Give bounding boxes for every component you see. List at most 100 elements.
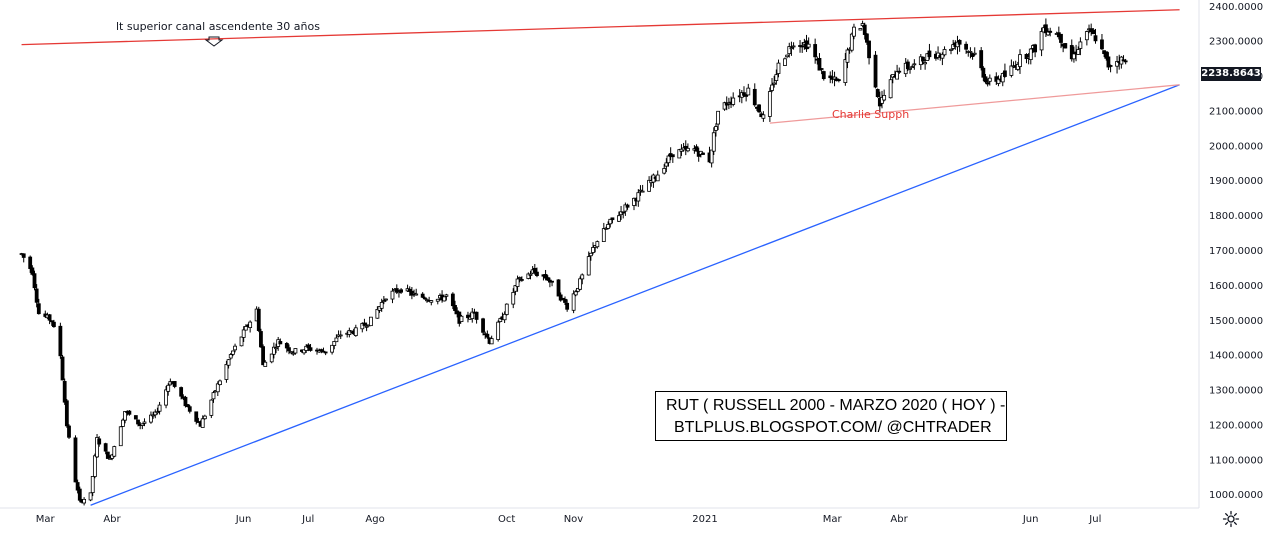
candle-body <box>1039 31 1044 51</box>
candle-body <box>21 253 26 258</box>
candle-body <box>407 288 412 292</box>
candle-body <box>726 102 731 105</box>
trendline-canal-superior[interactable] <box>21 9 1180 46</box>
info-box: RUT ( RUSSELL 2000 - MARZO 2020 ( HOY ) … <box>655 391 1007 441</box>
candle-body <box>528 273 533 276</box>
candle-body <box>606 224 611 229</box>
candle-body <box>164 389 168 406</box>
candle-body <box>964 43 969 50</box>
candle-body <box>923 62 928 65</box>
candle-body <box>910 66 915 69</box>
candle-body <box>82 498 87 504</box>
candle-body <box>709 149 714 164</box>
candle-body <box>291 352 296 355</box>
candle-body <box>817 57 822 71</box>
candle-body <box>576 287 580 292</box>
candle-body <box>278 341 283 345</box>
candle-body <box>92 455 97 477</box>
candle-body <box>985 82 990 85</box>
candle-body <box>905 61 910 70</box>
candle-body <box>517 277 522 279</box>
candle-body <box>979 50 984 69</box>
candle-body <box>30 267 35 275</box>
candle-body <box>330 344 334 353</box>
candle-body <box>513 285 518 292</box>
x-tick-label: Oct <box>498 514 515 525</box>
candle-body <box>586 256 591 276</box>
candle-body <box>284 342 289 349</box>
candle-body <box>787 46 792 55</box>
candle-body <box>1003 70 1007 77</box>
candle-body <box>450 293 455 307</box>
candle-body <box>849 33 854 51</box>
candle-body <box>289 351 294 354</box>
candle-body <box>578 278 582 290</box>
candle-body <box>895 71 899 80</box>
candle-body <box>75 482 80 491</box>
y-tick-label: 1500.0000 <box>1209 316 1263 327</box>
x-tick-label: Jul <box>301 514 314 525</box>
candle-body <box>981 67 986 78</box>
candle-body <box>67 425 71 438</box>
candle-body <box>60 356 65 381</box>
y-tick-label: 2300.0000 <box>1209 37 1263 48</box>
candle-body <box>470 311 475 319</box>
candle-body <box>806 43 811 48</box>
candle-body <box>789 47 794 50</box>
candle-body <box>1091 29 1096 35</box>
candle-body <box>97 438 102 445</box>
trendline-soporte-lateral[interactable] <box>769 84 1180 124</box>
candle-body <box>722 102 727 110</box>
trendline-soporte-ascendente[interactable] <box>90 84 1180 506</box>
candle-body <box>744 95 749 97</box>
candle-body <box>498 318 503 322</box>
candle-body <box>323 351 328 354</box>
y-tick-label: 1600.0000 <box>1209 281 1263 292</box>
candle-body <box>194 411 199 422</box>
candle-body <box>353 327 358 337</box>
candle-body <box>1076 49 1081 55</box>
candle-body <box>287 347 291 352</box>
candle-body <box>571 293 576 311</box>
candle-body <box>166 384 171 392</box>
y-tick-label: 1200.0000 <box>1209 420 1263 431</box>
candle-body <box>36 303 41 315</box>
candle-body <box>621 211 626 214</box>
candle-body <box>474 311 479 320</box>
candle-body <box>640 190 645 193</box>
candle-body <box>1093 35 1098 42</box>
candles-layer <box>19 18 1128 506</box>
candle-body <box>694 146 699 152</box>
candle-body <box>983 76 988 83</box>
candle-body <box>489 338 494 345</box>
candle-body <box>453 304 457 311</box>
candle-body <box>58 325 63 357</box>
candle-body <box>925 53 930 61</box>
candle-body <box>836 79 841 81</box>
candle-body <box>394 288 399 293</box>
candle-body <box>362 322 367 326</box>
last-price-tag: 2238.8643 <box>1201 67 1261 81</box>
candle-body <box>532 267 537 273</box>
candle-body <box>332 341 337 346</box>
candle-body <box>563 298 567 303</box>
candle-body <box>127 410 132 415</box>
candle-body <box>942 49 947 56</box>
candle-body <box>226 359 231 366</box>
candle-body <box>595 241 600 248</box>
y-tick-label: 2100.0000 <box>1209 106 1263 117</box>
support-annotation: Charlie Supph <box>832 108 909 121</box>
candle-body <box>1123 60 1128 63</box>
candle-body <box>791 45 796 48</box>
gear-icon[interactable] <box>1222 510 1240 528</box>
candle-body <box>711 132 716 152</box>
candle-body <box>241 329 246 338</box>
candle-body <box>319 349 324 351</box>
candle-body <box>921 56 925 62</box>
candle-body <box>47 314 52 321</box>
candle-body <box>435 298 440 302</box>
candle-body <box>882 95 887 101</box>
candle-body <box>200 418 205 428</box>
candle-body <box>813 44 818 58</box>
time-axis[interactable]: Mar Abr Jun Jul Ago Oct Nov 2021 Mar Abr Jun Jul <box>36 514 1102 525</box>
